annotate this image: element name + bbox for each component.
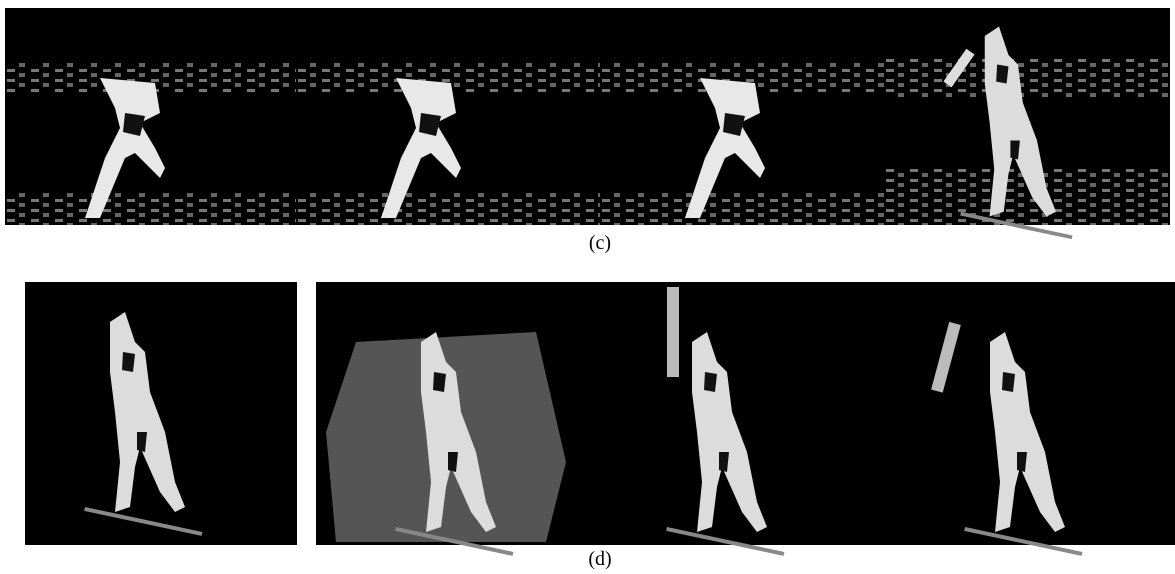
panel-image xyxy=(5,8,296,225)
panel-image xyxy=(600,8,884,225)
caption: (d) xyxy=(588,548,611,570)
panel-image xyxy=(855,282,1175,556)
panel-image xyxy=(316,282,587,556)
panel-image xyxy=(25,282,297,545)
row-c-images xyxy=(5,8,1170,239)
figure: (c) (d) xyxy=(0,0,1175,574)
caption: (c) xyxy=(589,232,611,254)
panel-image xyxy=(587,282,855,556)
panel-image xyxy=(296,8,600,225)
panel-image xyxy=(884,8,1170,239)
row-d-images xyxy=(25,282,1175,556)
